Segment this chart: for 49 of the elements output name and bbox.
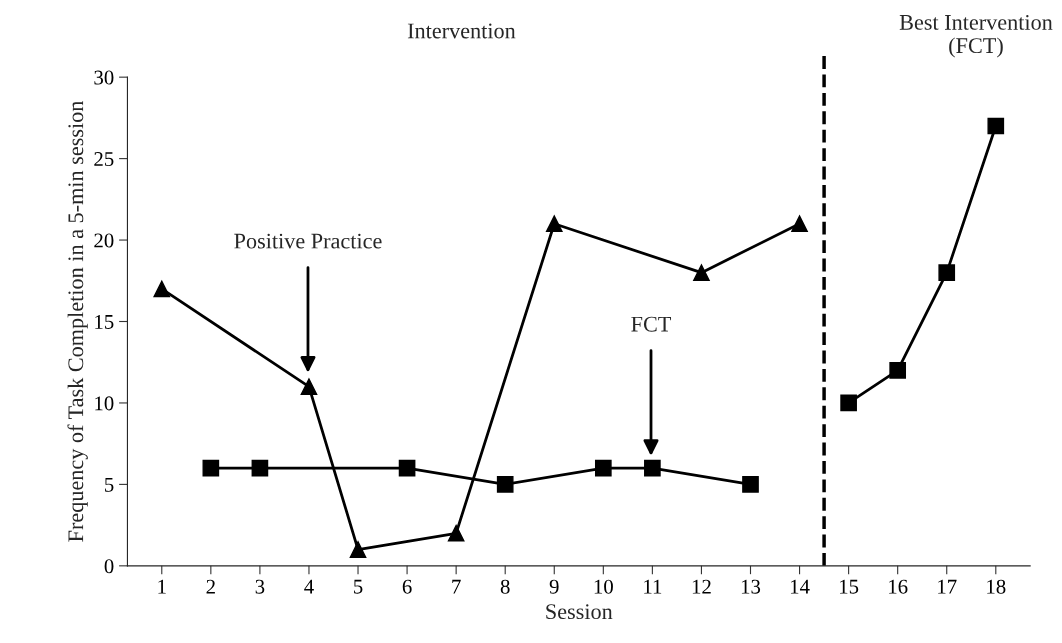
x-tick-label: 18 <box>987 579 1006 594</box>
y-tick-label: 30 <box>94 70 114 85</box>
text: Best Intervention (FCT) <box>899 14 1053 58</box>
point <box>791 215 808 233</box>
point <box>840 394 857 412</box>
x-tick-label: 7 <box>452 579 461 594</box>
x-tick-label: 15 <box>840 579 859 594</box>
point <box>889 362 907 379</box>
point <box>545 215 563 233</box>
x-tick-label: 17 <box>938 579 957 594</box>
y-tick-label: 10 <box>95 396 114 411</box>
point <box>987 117 1005 135</box>
x-tick-label: 14 <box>790 579 810 594</box>
y-tick-label: 5 <box>105 477 114 492</box>
x-tick-label: 2 <box>206 579 215 594</box>
x-tick-label: 12 <box>692 579 711 594</box>
annotation: FCT <box>631 316 672 332</box>
y-tick-label: 0 <box>104 559 114 574</box>
x-tick-label: 16 <box>889 579 908 594</box>
point <box>496 476 514 493</box>
point <box>251 459 269 477</box>
y-tick-label: 15 <box>95 314 114 329</box>
x-tick-label: 5 <box>354 579 363 594</box>
point <box>398 459 416 477</box>
point <box>938 264 956 281</box>
x-tick-label: 3 <box>255 579 265 594</box>
text: Intervention <box>407 23 516 39</box>
point <box>153 280 171 298</box>
x-tick-label: 13 <box>741 579 761 594</box>
point <box>202 459 220 477</box>
point <box>742 476 759 493</box>
point <box>300 378 318 395</box>
y-axis-title: Frequency of Task Completion in a 5-min session <box>67 100 88 542</box>
x-tick-label: 8 <box>500 579 510 594</box>
y-tick-label: 25 <box>94 152 114 167</box>
annotation: Positive Practice <box>234 233 382 249</box>
point <box>644 459 661 477</box>
point <box>594 459 612 477</box>
x-tick-label: 9 <box>549 579 559 594</box>
x-tick-label: 6 <box>402 579 412 594</box>
point <box>349 541 367 558</box>
x-tick-label: 4 <box>304 579 314 594</box>
y-tick-label: 20 <box>94 233 114 248</box>
x-axis-title: Session <box>546 604 613 620</box>
point <box>693 264 710 281</box>
point <box>447 524 465 542</box>
x-tick-label: 1 <box>158 579 166 594</box>
x-tick-label: 11 <box>644 579 662 594</box>
x-tick-label: 10 <box>594 579 613 594</box>
